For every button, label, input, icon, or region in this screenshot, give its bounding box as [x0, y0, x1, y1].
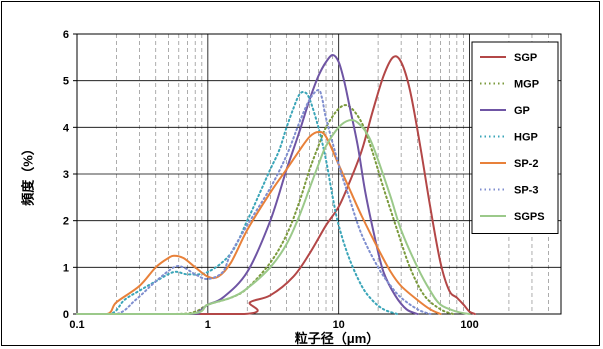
x-tick-label: 0.1: [69, 319, 84, 331]
y-tick-label: 3: [63, 169, 69, 181]
series-layer: [76, 54, 476, 316]
y-tick-label: 4: [63, 122, 70, 134]
series-line-sgp: [76, 55, 476, 316]
x-axis-label: 粒子径（μm）: [295, 331, 380, 346]
tick-labels: 0 1 2 3 4 5 6 0.1 1 10 100: [63, 29, 479, 331]
legend-label-hgp: HGP: [514, 132, 538, 144]
y-tick-label: 5: [63, 76, 69, 88]
y-axis-label: 頻度（%）: [20, 142, 35, 206]
legend-label-gp: GP: [514, 105, 530, 117]
axes: [73, 33, 562, 315]
legend: SGP MGP GP HGP SP-2 SP-3 SGPS: [471, 41, 559, 234]
x-tick-label: 10: [333, 319, 345, 331]
y-tick-label: 1: [63, 262, 69, 274]
series-line-mgp: [76, 104, 455, 316]
legend-label-sp-2: SP-2: [514, 158, 538, 170]
legend-label-sgps: SGPS: [514, 211, 545, 223]
series-line-hgp: [76, 90, 399, 315]
legend-label-sgp: SGP: [514, 52, 537, 64]
series-line-sp-2: [76, 130, 442, 315]
legend-box: [471, 41, 559, 234]
y-tick-label: 6: [63, 29, 69, 41]
legend-label-sp-3: SP-3: [514, 185, 538, 197]
series-line-sp-3: [76, 89, 432, 315]
series-line-sgps: [76, 118, 471, 315]
y-tick-label: 0: [63, 309, 69, 321]
y-tick-label: 2: [63, 216, 69, 228]
legend-label-mgp: MGP: [514, 79, 539, 91]
x-tick-label: 1: [205, 319, 211, 331]
x-tick-label: 100: [460, 319, 478, 331]
